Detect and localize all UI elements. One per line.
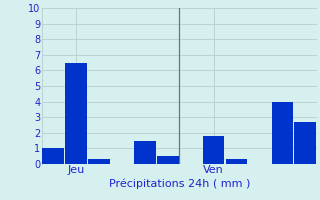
Bar bbox=[42, 148, 64, 164]
Bar bbox=[203, 136, 225, 164]
Bar bbox=[271, 102, 293, 164]
Bar bbox=[157, 156, 179, 164]
Bar bbox=[226, 159, 247, 164]
Bar bbox=[294, 122, 316, 164]
X-axis label: Précipitations 24h ( mm ): Précipitations 24h ( mm ) bbox=[108, 178, 250, 189]
Bar bbox=[88, 159, 110, 164]
Bar bbox=[134, 141, 156, 164]
Bar bbox=[65, 63, 87, 164]
